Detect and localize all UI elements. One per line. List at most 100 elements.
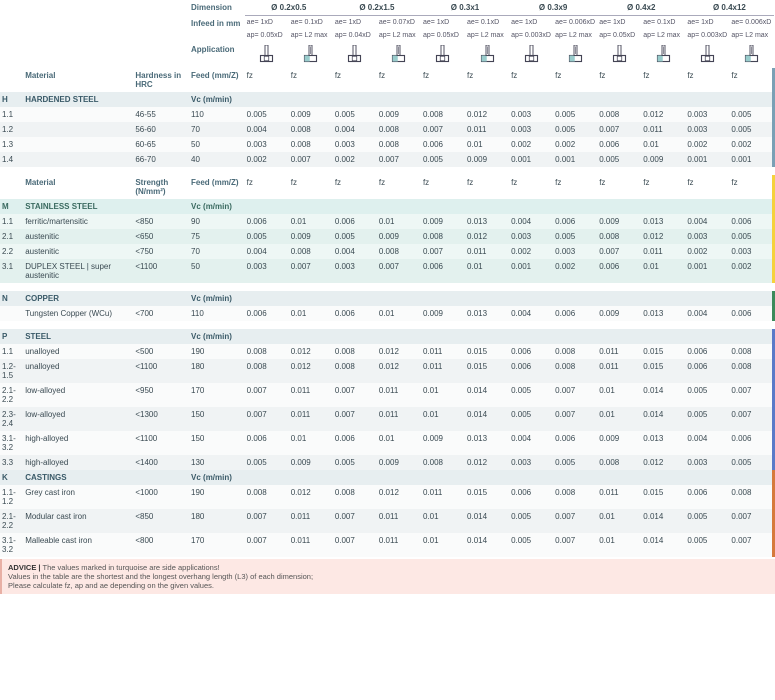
val-P-3-11: 0.007 <box>729 407 773 431</box>
val-P-5-7: 0.005 <box>553 455 597 470</box>
val-K-0-10: 0.006 <box>685 485 729 509</box>
val-P-0-2: 0.008 <box>333 344 377 359</box>
ap1-5: ap= 0.003xD <box>685 29 729 42</box>
val-K-0-7: 0.008 <box>553 485 597 509</box>
dim-4: Ø 0.4x2 <box>597 0 685 16</box>
val-H-1-2: 0.004 <box>333 122 377 137</box>
ap1-0: ap= 0.05xD <box>245 29 289 42</box>
code-M-2: 2.2 <box>0 244 23 259</box>
fz-hdr-M-3: fz <box>377 175 421 199</box>
val-K-0-11: 0.008 <box>729 485 773 509</box>
ap1-2: ap= 0.05xD <box>421 29 465 42</box>
val-K-1-2: 0.007 <box>333 509 377 533</box>
mat-H-0 <box>23 107 133 122</box>
ap2-1: ap= L2 max <box>377 29 421 42</box>
mat-M-2: austenitic <box>23 244 133 259</box>
sec-title-M: STAINLESS STEEL <box>23 199 189 214</box>
hdr-feed-M: Feed (mm/Z) <box>189 175 245 199</box>
val-H-0-7: 0.005 <box>553 107 597 122</box>
val-P-1-9: 0.015 <box>641 359 685 383</box>
mat-P-1: unalloyed <box>23 359 133 383</box>
val-P-3-8: 0.01 <box>597 407 641 431</box>
hard-P-5: <1400 <box>133 455 189 470</box>
advice-box: ADVICE | The values marked in turquoise … <box>0 559 775 594</box>
val-H-2-11: 0.002 <box>729 137 773 152</box>
val-M-0-8: 0.009 <box>597 214 641 229</box>
vc-K-2: 170 <box>189 533 245 557</box>
hdr-hard-M: Strength (N/mm²) <box>133 175 189 199</box>
val-M-3-4: 0.006 <box>421 259 465 283</box>
code-P-4: 3.1-3.2 <box>0 431 23 455</box>
fz-hdr-M-1: fz <box>289 175 333 199</box>
hdr-vc-P: Vc (m/min) <box>189 329 245 344</box>
hard-H-1: 56-60 <box>133 122 189 137</box>
sec-code-H: H <box>0 92 23 107</box>
val-P-5-8: 0.008 <box>597 455 641 470</box>
val-M-1-1: 0.009 <box>289 229 333 244</box>
val-P-3-0: 0.007 <box>245 407 289 431</box>
app-icon-side-5 <box>729 42 773 68</box>
hard-P-1: <1100 <box>133 359 189 383</box>
hdr-hard-H: Hardness in HRC <box>133 68 189 92</box>
hard-M-3: <1100 <box>133 259 189 283</box>
val-M-0-0: 0.006 <box>245 214 289 229</box>
val-H-2-9: 0.01 <box>641 137 685 152</box>
val-M-1-11: 0.005 <box>729 229 773 244</box>
val-M-2-6: 0.002 <box>509 244 553 259</box>
val-K-1-7: 0.007 <box>553 509 597 533</box>
val-K-2-3: 0.011 <box>377 533 421 557</box>
val-P-5-2: 0.005 <box>333 455 377 470</box>
val-H-1-0: 0.004 <box>245 122 289 137</box>
fz-hdr-M-11: fz <box>729 175 773 199</box>
code-K-1: 2.1-2.2 <box>0 509 23 533</box>
val-H-1-9: 0.011 <box>641 122 685 137</box>
fz-hdr-H-5: fz <box>465 68 509 92</box>
val-P-1-7: 0.008 <box>553 359 597 383</box>
val-H-1-6: 0.003 <box>509 122 553 137</box>
hard-P-4: <1100 <box>133 431 189 455</box>
fz-hdr-M-2: fz <box>333 175 377 199</box>
val-H-2-10: 0.002 <box>685 137 729 152</box>
code-P-0: 1.1 <box>0 344 23 359</box>
val-P-1-5: 0.015 <box>465 359 509 383</box>
val-P-5-4: 0.008 <box>421 455 465 470</box>
val-N-0-7: 0.006 <box>553 306 597 321</box>
val-H-3-6: 0.001 <box>509 152 553 167</box>
code-H-3: 1.4 <box>0 152 23 167</box>
val-K-2-1: 0.011 <box>289 533 333 557</box>
hdr-material-M: Material <box>23 175 133 199</box>
vc-P-0: 190 <box>189 344 245 359</box>
dim-5: Ø 0.4x12 <box>685 0 773 16</box>
val-P-4-7: 0.006 <box>553 431 597 455</box>
ae2-1: ae= 0.07xD <box>377 16 421 30</box>
code-P-3: 2.3-2.4 <box>0 407 23 431</box>
fz-hdr-M-5: fz <box>465 175 509 199</box>
sec-code-K: K <box>0 470 23 485</box>
code-H-0: 1.1 <box>0 107 23 122</box>
hdr-feed-H: Feed (mm/Z) <box>189 68 245 92</box>
fz-hdr-H-1: fz <box>289 68 333 92</box>
val-K-0-1: 0.012 <box>289 485 333 509</box>
vc-N-0: 110 <box>189 306 245 321</box>
val-M-0-9: 0.013 <box>641 214 685 229</box>
ae1-2: ae= 1xD <box>421 16 465 30</box>
val-H-1-7: 0.005 <box>553 122 597 137</box>
vc-M-1: 75 <box>189 229 245 244</box>
val-P-5-0: 0.005 <box>245 455 289 470</box>
val-K-1-10: 0.005 <box>685 509 729 533</box>
val-M-1-7: 0.005 <box>553 229 597 244</box>
val-M-0-2: 0.006 <box>333 214 377 229</box>
val-P-2-2: 0.007 <box>333 383 377 407</box>
val-H-2-2: 0.003 <box>333 137 377 152</box>
val-M-2-10: 0.002 <box>685 244 729 259</box>
val-P-4-3: 0.01 <box>377 431 421 455</box>
val-P-4-11: 0.006 <box>729 431 773 455</box>
val-N-0-1: 0.01 <box>289 306 333 321</box>
code-P-1: 1.2-1.5 <box>0 359 23 383</box>
app-icon-side-1 <box>377 42 421 68</box>
val-P-1-6: 0.006 <box>509 359 553 383</box>
val-P-5-11: 0.005 <box>729 455 773 470</box>
val-M-3-10: 0.001 <box>685 259 729 283</box>
hard-K-2: <800 <box>133 533 189 557</box>
app-icon-slot-4 <box>597 42 641 68</box>
